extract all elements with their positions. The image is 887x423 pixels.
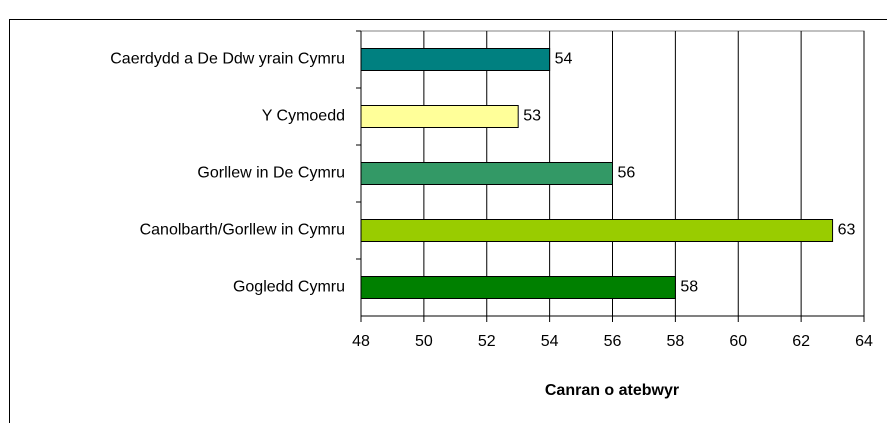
bar (360, 219, 834, 242)
bar (360, 105, 519, 128)
bar (360, 162, 613, 185)
y-tick-label: Canolbarth/Gorllew in Cymru (140, 222, 345, 239)
y-tick-label: Gogledd Cymru (233, 279, 345, 296)
data-label: 56 (618, 165, 636, 182)
x-tick-label: 52 (478, 333, 496, 350)
x-tick-label: 54 (541, 333, 559, 350)
data-label: 53 (523, 108, 541, 125)
x-tick-label: 62 (792, 333, 810, 350)
bar (360, 48, 551, 71)
y-tick-label: Gorllew in De Cymru (197, 165, 345, 182)
y-tick-label: Y Cymoedd (262, 108, 345, 125)
x-tick-label: 60 (729, 333, 747, 350)
x-tick-label: 50 (415, 333, 433, 350)
bar (360, 276, 676, 299)
x-tick-label: 64 (855, 333, 873, 350)
data-label: 54 (555, 51, 573, 68)
x-tick-label: 58 (666, 333, 684, 350)
x-tick-label: 56 (604, 333, 622, 350)
x-axis-label: Canran o atebwyr (545, 382, 679, 399)
y-tick-label: Caerdydd a De Ddw yrain Cymru (110, 51, 345, 68)
data-label: 58 (680, 279, 698, 296)
x-tick-label: 48 (352, 333, 370, 350)
data-label: 63 (838, 222, 856, 239)
